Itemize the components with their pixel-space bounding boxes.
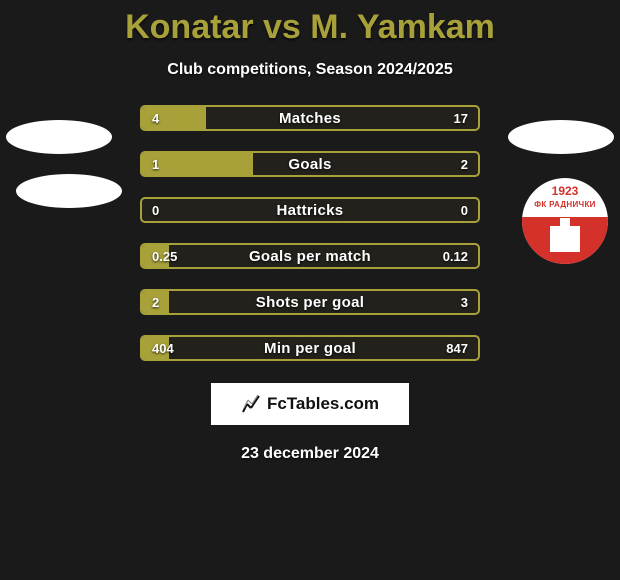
bar-list: 4Matches17 1Goals2 0Hattricks0 0.25Goals pe… [140,105,480,361]
bar-label: Min per goal [142,337,478,359]
bar-label: Shots per goal [142,291,478,313]
bar-value-right: 847 [446,337,468,359]
comparison-chart: 4Matches17 1Goals2 0Hattricks0 0.25Goals pe… [0,105,620,361]
stat-bar: 1Goals2 [140,151,480,177]
stat-bar: 4Matches17 [140,105,480,131]
page-subtitle: Club competitions, Season 2024/2025 [0,61,620,79]
bar-value-right: 3 [461,291,468,313]
stat-bar: 0.25Goals per match0.12 [140,243,480,269]
stat-bar: 0Hattricks0 [140,197,480,223]
fctables-logo-text: FcTables.com [267,394,379,414]
stat-bar: 404Min per goal847 [140,335,480,361]
bar-value-right: 0 [461,199,468,221]
fctables-logo[interactable]: FcTables.com [209,381,411,427]
snapshot-date: 23 december 2024 [0,445,620,463]
bar-value-right: 0.12 [443,245,468,267]
bar-label: Matches [142,107,478,129]
fctables-chart-icon [241,394,261,414]
page-title: Konatar vs M. Yamkam [0,0,620,47]
bar-label: Goals per match [142,245,478,267]
bar-label: Hattricks [142,199,478,221]
stat-bar: 2Shots per goal3 [140,289,480,315]
bar-label: Goals [142,153,478,175]
bar-value-right: 17 [454,107,468,129]
bar-value-right: 2 [461,153,468,175]
